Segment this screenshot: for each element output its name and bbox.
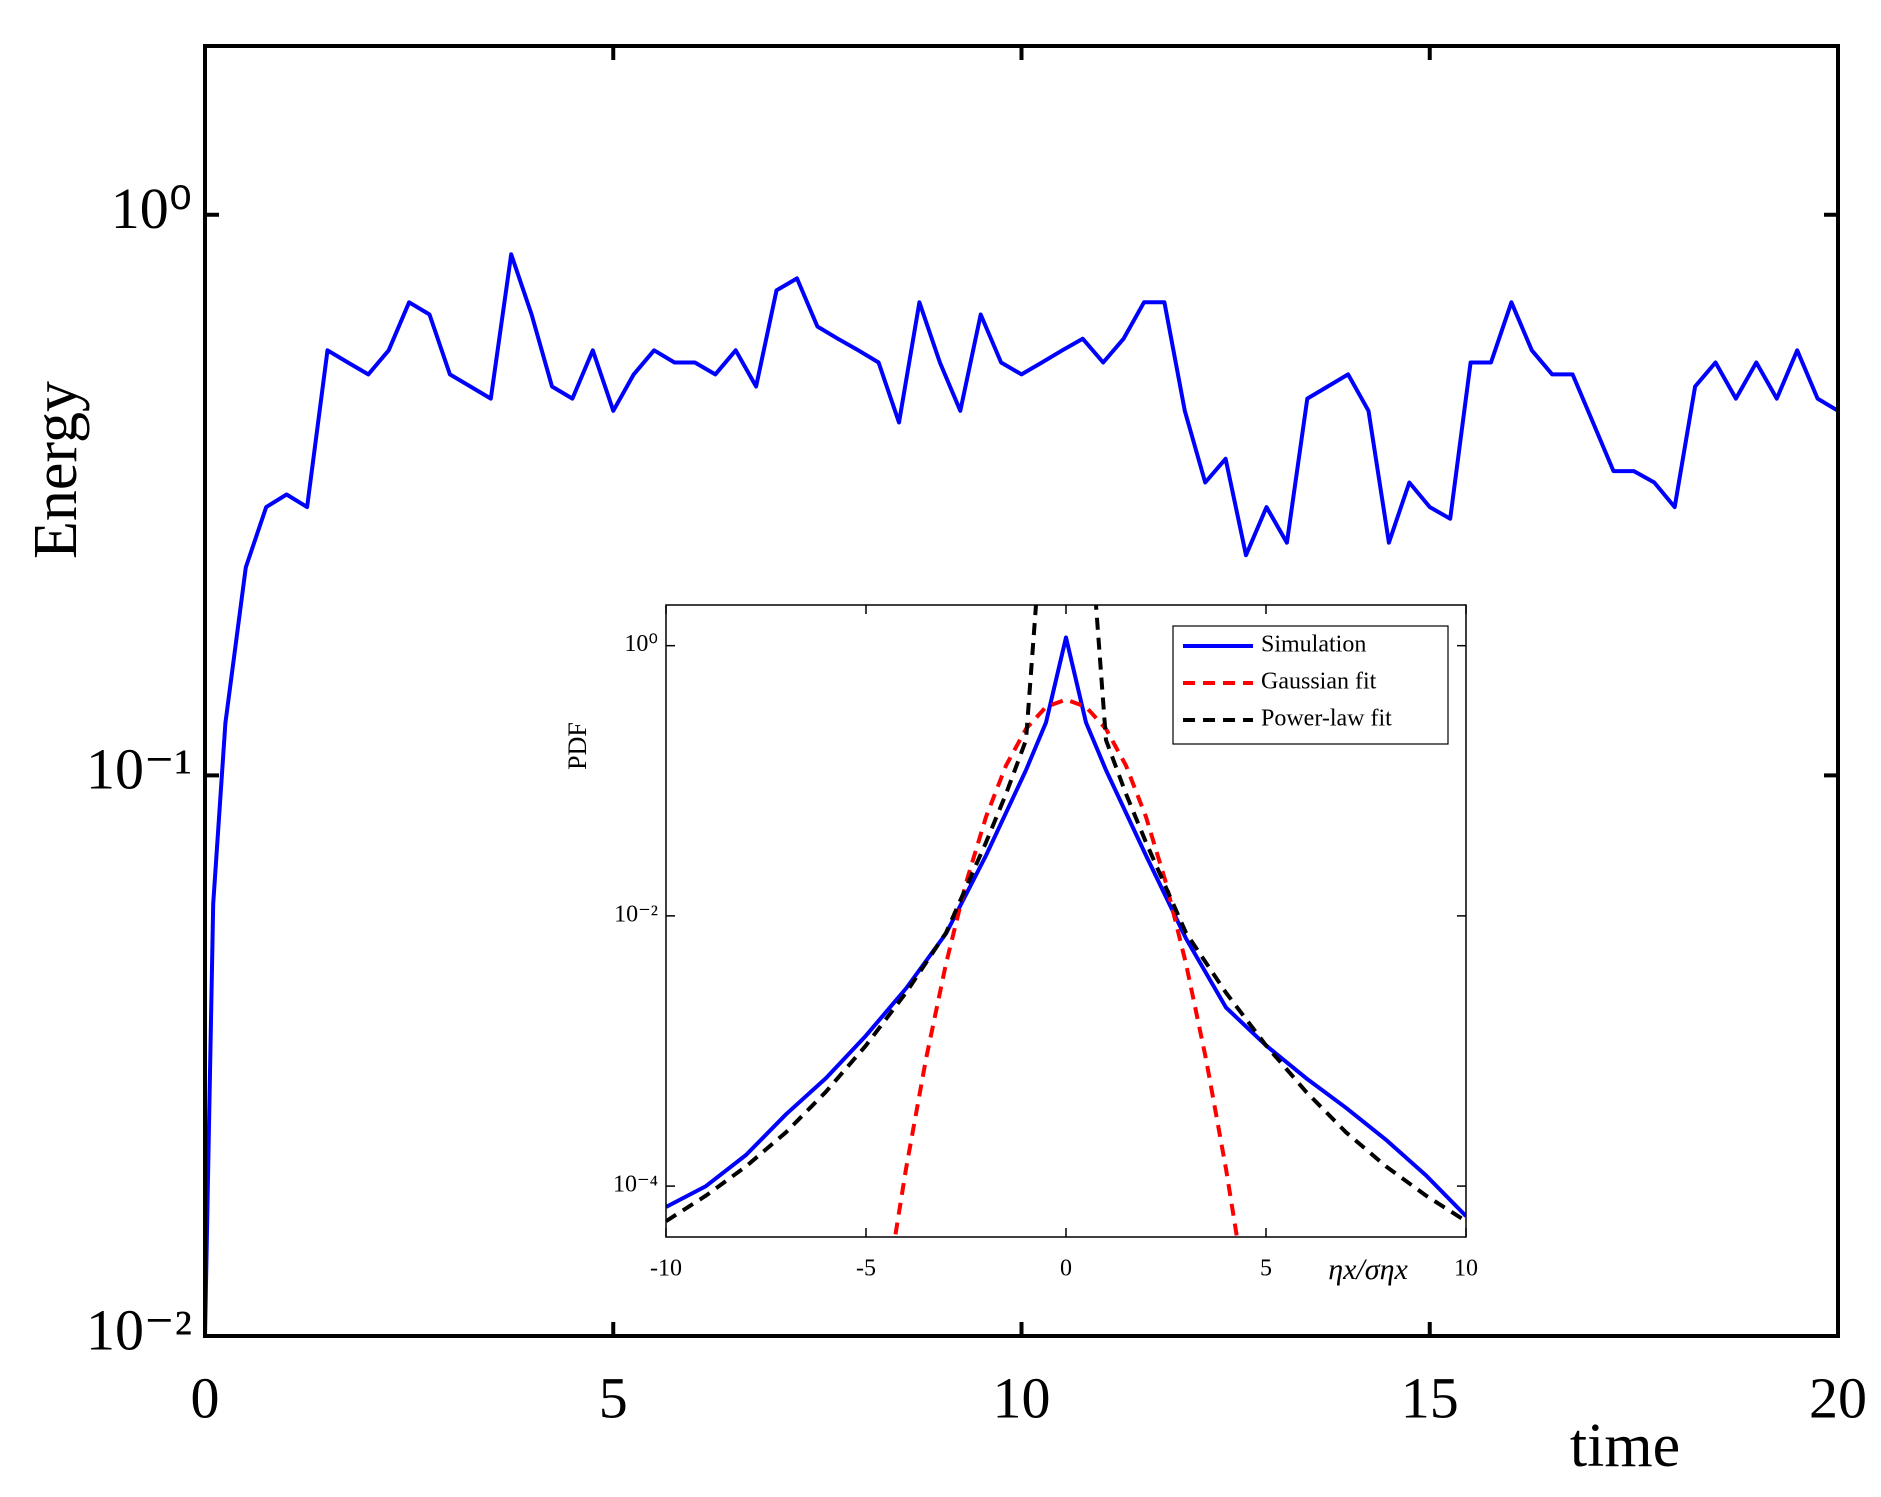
x-tick-label: -10: [650, 1256, 682, 1282]
legend-label: Power-law fit: [1261, 706, 1392, 732]
series-line: [666, 635, 1466, 1218]
x-tick-label: 0: [191, 1365, 220, 1430]
x-tick-label: 20: [1809, 1365, 1867, 1430]
y-tick-label: 10⁰: [111, 176, 192, 241]
x-tick-label: 10: [993, 1365, 1051, 1430]
x-axis-label: time: [1570, 1412, 1680, 1480]
x-axis-label: ηx/σηx: [1328, 1253, 1408, 1286]
y-axis-label: Energy: [22, 381, 90, 559]
series-line: [666, 605, 1466, 1223]
x-tick-label: 15: [1401, 1365, 1459, 1430]
y-tick-label: 10⁻²: [614, 901, 658, 927]
y-tick-label: 10⁻⁴: [613, 1172, 658, 1198]
x-tick-label: 0: [1060, 1256, 1072, 1282]
x-tick-label: 5: [1260, 1256, 1272, 1282]
x-tick-label: -5: [856, 1256, 876, 1282]
y-tick-label: 10⁻¹: [86, 737, 192, 802]
series-line: [205, 252, 1838, 1336]
y-tick-label: 10⁰: [624, 631, 658, 657]
legend-label: Gaussian fit: [1261, 669, 1377, 695]
legend-label: Simulation: [1261, 632, 1366, 658]
y-tick-label: 10⁻²: [86, 1297, 192, 1362]
x-tick-label: 5: [599, 1365, 628, 1430]
x-tick-label: 10: [1454, 1256, 1478, 1282]
y-axis-label: PDF: [563, 722, 592, 770]
